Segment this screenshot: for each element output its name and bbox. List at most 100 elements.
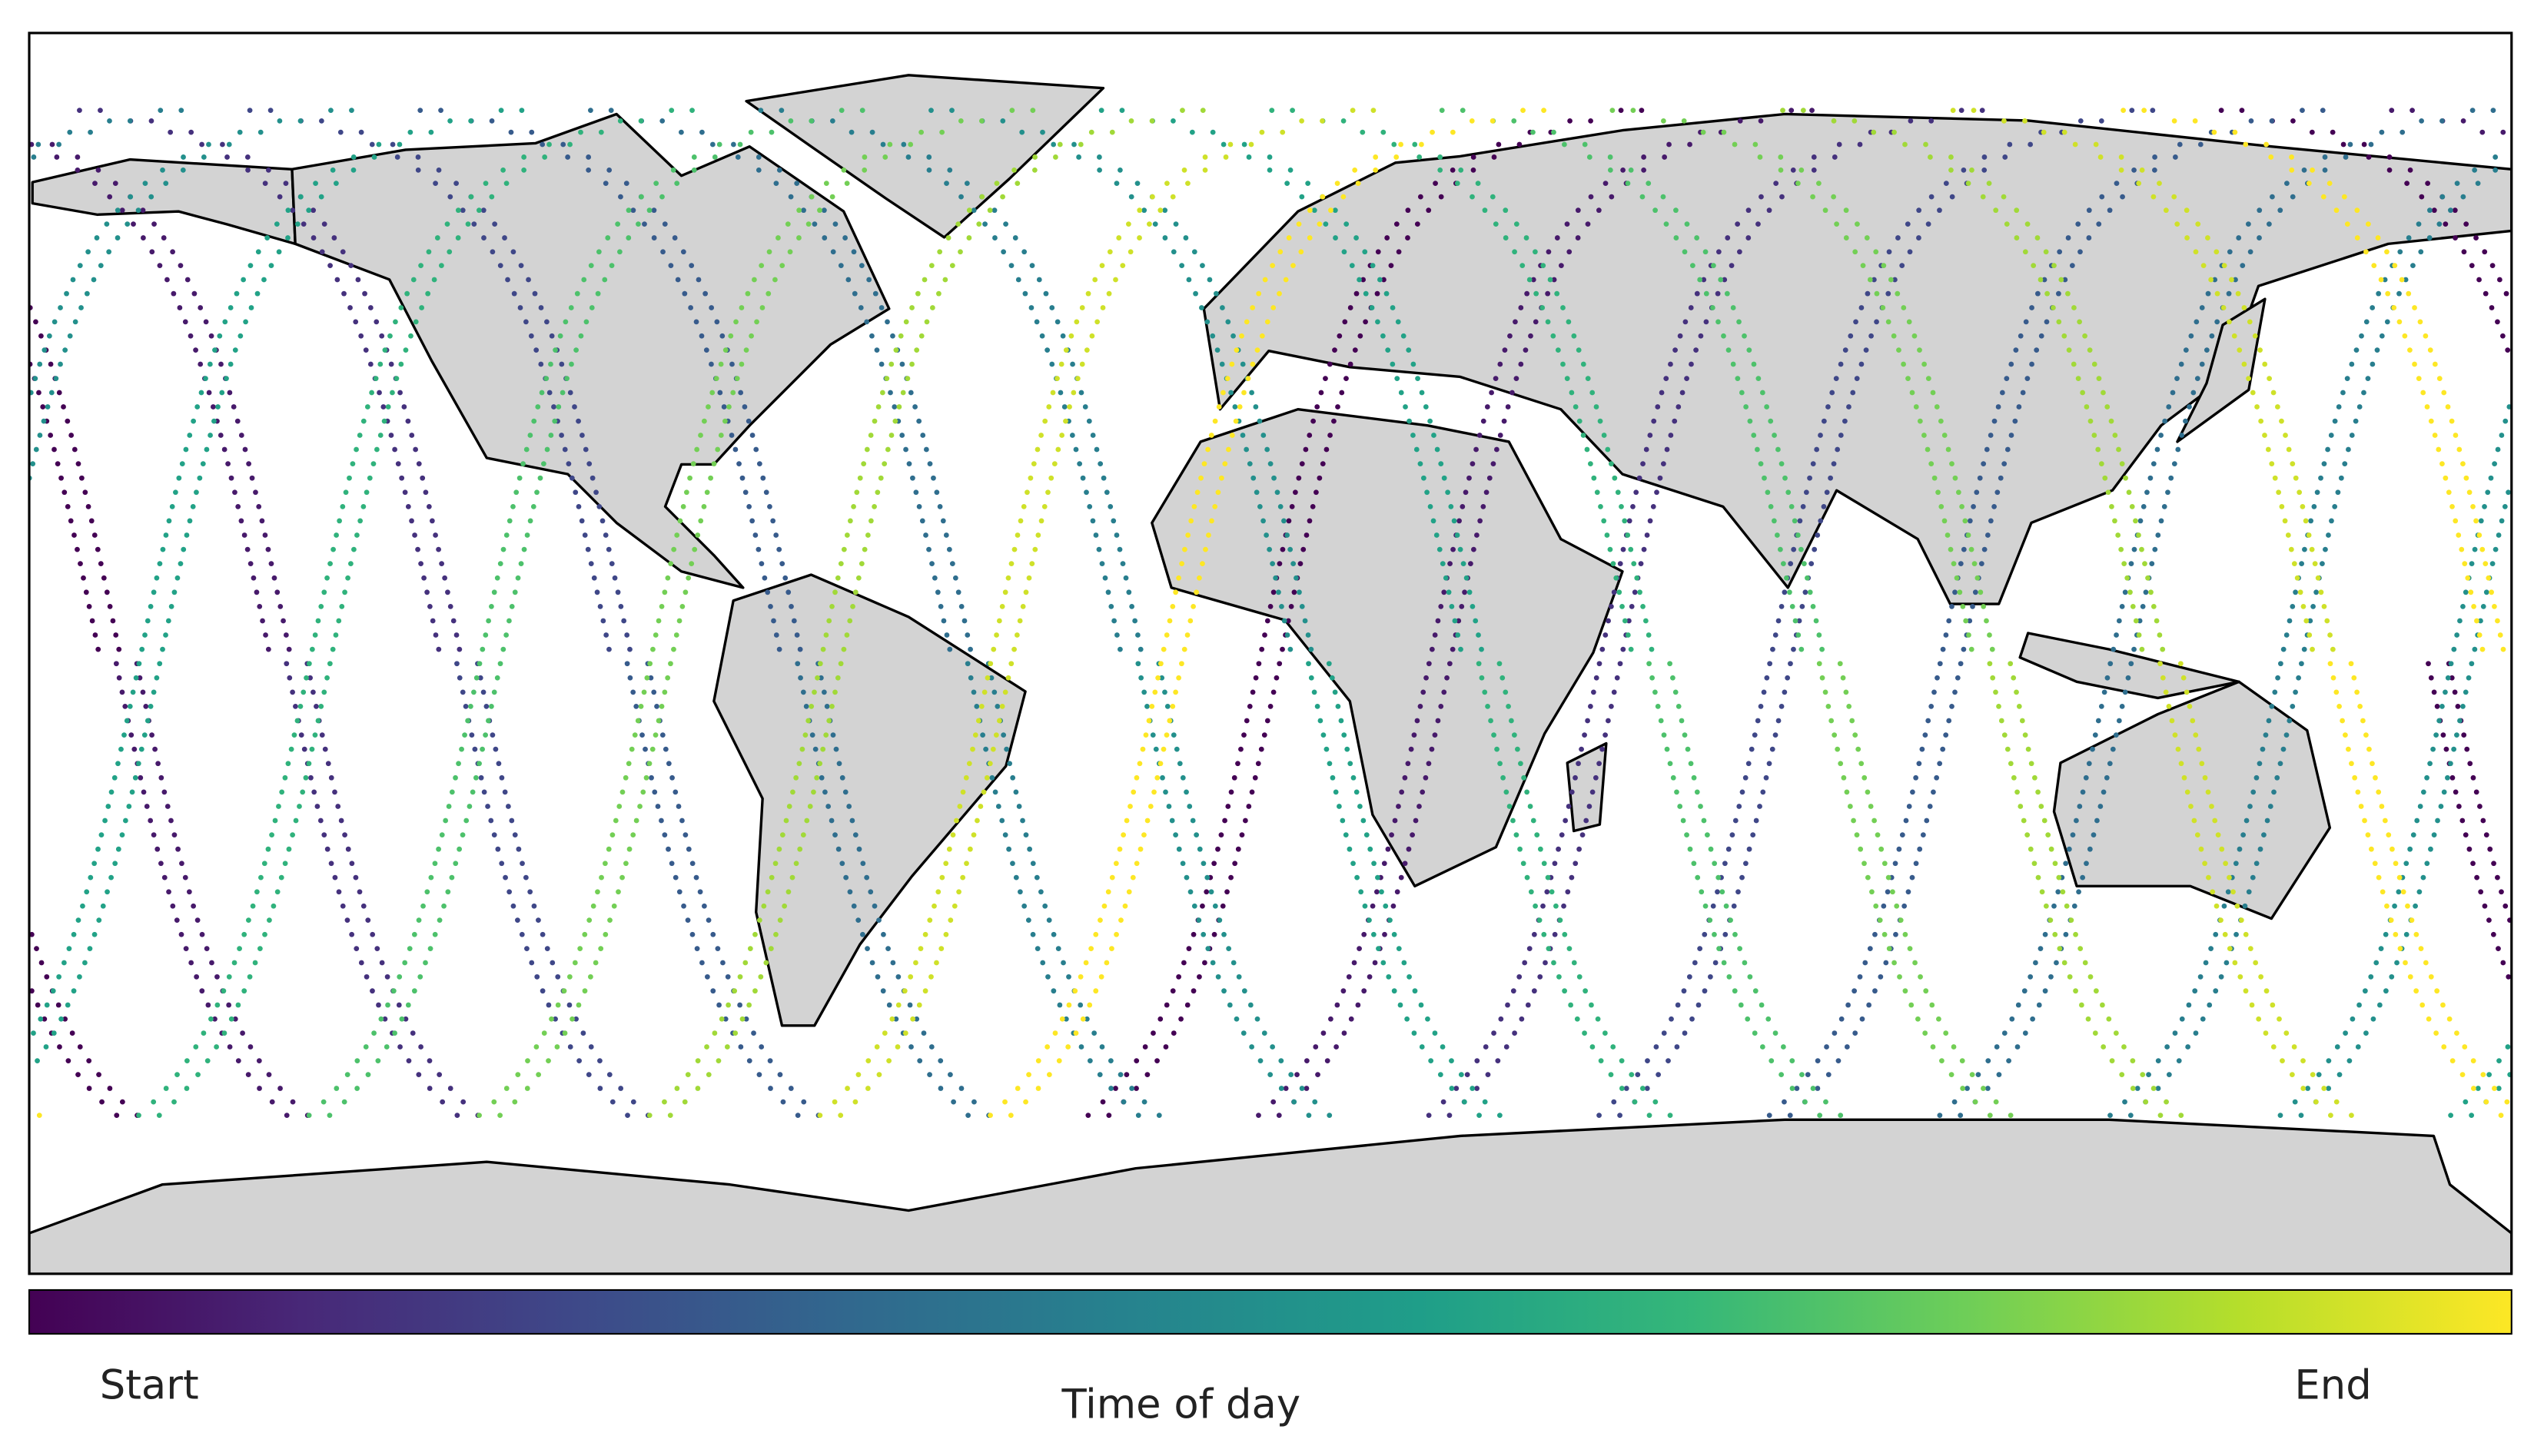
track-point — [1560, 305, 1566, 310]
track-point — [607, 917, 613, 924]
track-point — [67, 333, 73, 339]
track-point — [1912, 960, 1918, 966]
track-point — [447, 604, 453, 609]
track-point — [1755, 376, 1762, 381]
track-point — [862, 546, 868, 552]
track-point — [1746, 846, 1752, 852]
track-point — [739, 475, 746, 481]
track-point — [623, 861, 629, 867]
track-point — [1752, 988, 1759, 994]
track-point — [1401, 960, 1407, 966]
track-point — [1326, 661, 1332, 667]
track-point — [1393, 221, 1400, 227]
track-point — [2417, 319, 2423, 325]
track-point — [669, 108, 675, 114]
track-point — [2404, 181, 2410, 187]
track-point — [1113, 1086, 1118, 1091]
track-point — [1694, 235, 1700, 240]
track-point — [257, 129, 264, 135]
track-point — [938, 1086, 944, 1091]
track-point — [160, 167, 165, 173]
track-point — [2136, 532, 2141, 538]
track-point — [1339, 390, 1345, 396]
track-point — [1184, 789, 1189, 795]
track-point — [245, 167, 251, 173]
track-point — [695, 1086, 701, 1091]
track-point — [1760, 789, 1766, 795]
track-point — [2231, 333, 2237, 339]
track-point — [2106, 1016, 2112, 1022]
track-point — [2042, 931, 2048, 937]
track-point — [1396, 249, 1402, 255]
track-point — [256, 1058, 262, 1064]
track-point — [370, 461, 377, 467]
track-point — [1755, 221, 1761, 227]
track-point — [923, 446, 929, 453]
track-point — [1426, 207, 1432, 214]
track-point — [564, 376, 570, 381]
track-point — [187, 433, 193, 438]
track-point — [809, 732, 815, 738]
track-point — [286, 846, 292, 852]
track-point — [1117, 546, 1123, 552]
track-point — [881, 931, 886, 937]
track-point — [1181, 960, 1187, 966]
track-point — [1554, 290, 1560, 297]
track-point — [1105, 889, 1111, 895]
track-point — [328, 774, 334, 781]
track-point — [92, 181, 98, 187]
track-point — [2390, 846, 2395, 852]
track-point — [1000, 194, 1005, 200]
track-point — [1694, 290, 1700, 297]
track-point — [1825, 704, 1832, 709]
track-point — [2413, 931, 2419, 937]
track-point — [1924, 818, 1930, 824]
track-point — [1253, 404, 1259, 410]
track-point — [2452, 207, 2458, 214]
track-point — [984, 774, 990, 781]
track-point — [500, 646, 506, 652]
track-point — [2376, 789, 2382, 795]
track-point — [732, 446, 739, 453]
track-point — [1302, 618, 1308, 624]
track-point — [349, 861, 355, 867]
track-point — [2420, 390, 2426, 396]
track-point — [463, 818, 470, 824]
track-point — [629, 746, 635, 752]
track-point — [1332, 689, 1338, 695]
track-point — [1562, 141, 1567, 148]
track-point — [1120, 263, 1126, 269]
track-point — [1611, 1099, 1617, 1105]
track-point — [2267, 221, 2272, 227]
track-point — [2496, 1058, 2502, 1064]
track-point — [859, 108, 865, 114]
track-point — [970, 746, 975, 752]
track-point — [1943, 732, 1949, 738]
track-point — [1640, 604, 1646, 609]
track-point — [1106, 1113, 1112, 1118]
track-point — [2333, 207, 2340, 214]
track-point — [2271, 789, 2277, 795]
track-point — [696, 277, 702, 283]
track-point — [2394, 960, 2400, 966]
track-point — [64, 290, 69, 297]
track-point — [1732, 931, 1738, 937]
track-point — [844, 181, 850, 187]
track-point — [439, 263, 444, 269]
track-point — [2340, 141, 2346, 148]
track-point — [521, 167, 527, 173]
track-point — [1701, 277, 1707, 283]
track-point — [875, 404, 882, 410]
track-point — [2154, 618, 2160, 624]
track-point — [2155, 532, 2161, 538]
track-point — [636, 221, 641, 227]
track-point — [1562, 931, 1568, 937]
track-point — [2144, 489, 2150, 496]
track-point — [85, 503, 91, 509]
track-point — [841, 646, 847, 652]
track-point — [335, 804, 341, 809]
track-point — [1965, 181, 1971, 187]
track-point — [1439, 108, 1445, 114]
track-point — [2469, 561, 2475, 567]
track-point — [917, 1058, 923, 1064]
